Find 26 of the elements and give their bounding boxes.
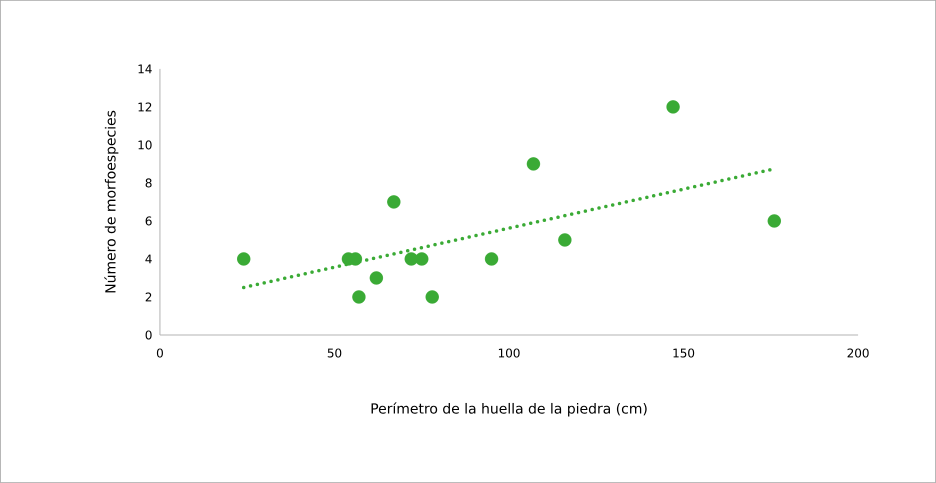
point xyxy=(426,290,439,304)
y-tick-label: 6 xyxy=(146,216,152,226)
y-tick-label: 8 xyxy=(146,178,152,188)
point xyxy=(526,157,540,171)
point xyxy=(370,271,384,285)
point xyxy=(484,252,498,266)
x-tick-label: 200 xyxy=(848,348,869,358)
point xyxy=(768,214,782,228)
y-axis-title: Número de morfoespecies xyxy=(104,110,118,292)
x-axis-title: Perímetro de la huella de la piedra (cm) xyxy=(372,402,647,416)
y-tick-label: 0 xyxy=(146,330,152,340)
x-tick-label: 50 xyxy=(328,348,342,358)
point xyxy=(558,233,572,247)
point xyxy=(415,252,428,266)
x-tick-label: 0 xyxy=(156,348,163,358)
point xyxy=(237,252,250,266)
y-tick-label: 14 xyxy=(138,64,152,74)
point xyxy=(387,195,401,209)
point xyxy=(352,290,366,304)
y-tick-label: 12 xyxy=(138,102,152,112)
x-tick-label: 100 xyxy=(498,348,520,358)
y-tick-label: 4 xyxy=(145,254,152,264)
y-tick-label: 10 xyxy=(138,140,152,150)
point xyxy=(666,100,680,114)
x-tick-label: 150 xyxy=(673,348,694,358)
y-tick-label: 2 xyxy=(146,292,152,302)
